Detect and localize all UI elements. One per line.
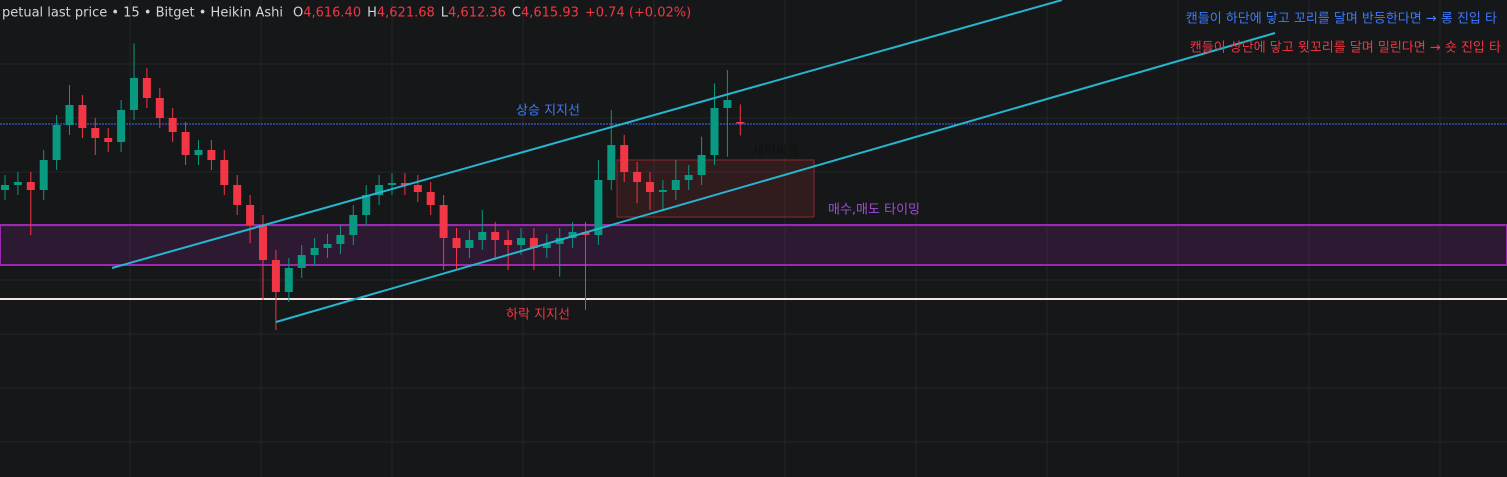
candle-body (323, 244, 332, 248)
candle-body (697, 155, 706, 175)
candle-body (542, 244, 551, 248)
candle-body (26, 182, 35, 190)
candle-body (684, 175, 693, 180)
candle-body (620, 145, 629, 172)
candle-body (375, 185, 384, 195)
ohlc-key: C (512, 6, 521, 21)
candle-body (362, 195, 371, 215)
candle-body (658, 190, 667, 192)
candle-body (207, 150, 216, 160)
candle-body (491, 232, 500, 240)
candle-body (1, 185, 9, 190)
candle-body (220, 160, 229, 185)
candle-body (710, 108, 719, 155)
candle-body (478, 232, 487, 240)
candle-body (504, 240, 513, 245)
candle-body (142, 78, 151, 98)
annotation: 매수,매도 타이밍 (828, 203, 920, 218)
candle-body (194, 150, 203, 155)
ohlc-key: O (293, 6, 303, 21)
candle-body (607, 145, 616, 180)
candle-body (336, 235, 345, 244)
candle-body (439, 205, 448, 238)
candle-body (426, 192, 435, 205)
annotation: 캔들이 하단에 닿고 꼬리를 달며 반등한다면 → 롱 진입 타 (1186, 12, 1497, 27)
candle-body (130, 78, 138, 110)
candle-body (452, 238, 461, 248)
candle-body (568, 232, 577, 238)
candle-body (297, 255, 306, 268)
annotation: 상승 지지선 (516, 104, 580, 119)
candle-body (233, 185, 242, 205)
annotation: 하락 지지선 (506, 308, 570, 323)
ohlc-value: 4,615.93 (521, 6, 579, 21)
candle-body (400, 183, 409, 185)
candle-body (39, 160, 48, 190)
symbol: petual last price • 15 • Bitget • Heikin… (2, 6, 283, 21)
zone (0, 224, 1507, 266)
candle-body (723, 100, 732, 108)
ohlc-key: H (367, 6, 377, 21)
candle-body (181, 132, 190, 155)
candle-body (349, 215, 358, 235)
channel-lower (275, 32, 1276, 323)
candle-body (117, 110, 126, 142)
candle-body (633, 172, 642, 182)
ohlc-legend: O 4,616.40 H 4,621.68 L 4,612.36 C 4,615.93 +0.7… (293, 6, 691, 21)
candle-body (91, 128, 100, 138)
candle-body (671, 180, 680, 190)
candle-body (555, 238, 564, 244)
candle-body (413, 185, 422, 192)
candle-body (517, 238, 525, 245)
ohlc-value: 4,616.40 (303, 6, 361, 21)
candle-body (388, 183, 396, 185)
candle-body (736, 122, 745, 124)
candle-body (284, 268, 293, 292)
candle-body (310, 248, 319, 255)
candles (1, 43, 745, 330)
candle-body (168, 118, 177, 132)
candle-body (155, 98, 164, 118)
channel-upper (111, 0, 1063, 269)
ohlc-value: 4,612.36 (448, 6, 506, 21)
candle-body (646, 182, 654, 192)
candle-body (259, 225, 267, 260)
candle-body (529, 238, 538, 248)
candle-body (13, 182, 22, 185)
candle-body (104, 138, 113, 142)
candle-body (65, 105, 74, 125)
ohlc-key: L (441, 6, 449, 21)
candle-body (246, 205, 255, 225)
candle-body (465, 240, 474, 248)
candle-body (271, 260, 280, 292)
candle-body (52, 125, 61, 160)
ohlc-value: 4,621.68 (377, 6, 435, 21)
annotation: 세력싸움 (752, 145, 800, 160)
candle-body (594, 180, 603, 235)
annotation: 캔들이 상단에 닿고 윗꼬리를 달며 밀린다면 → 숏 진입 타 (1190, 41, 1501, 56)
candle-body (78, 105, 87, 128)
change: +0.74 (+0.02%) (585, 6, 691, 21)
